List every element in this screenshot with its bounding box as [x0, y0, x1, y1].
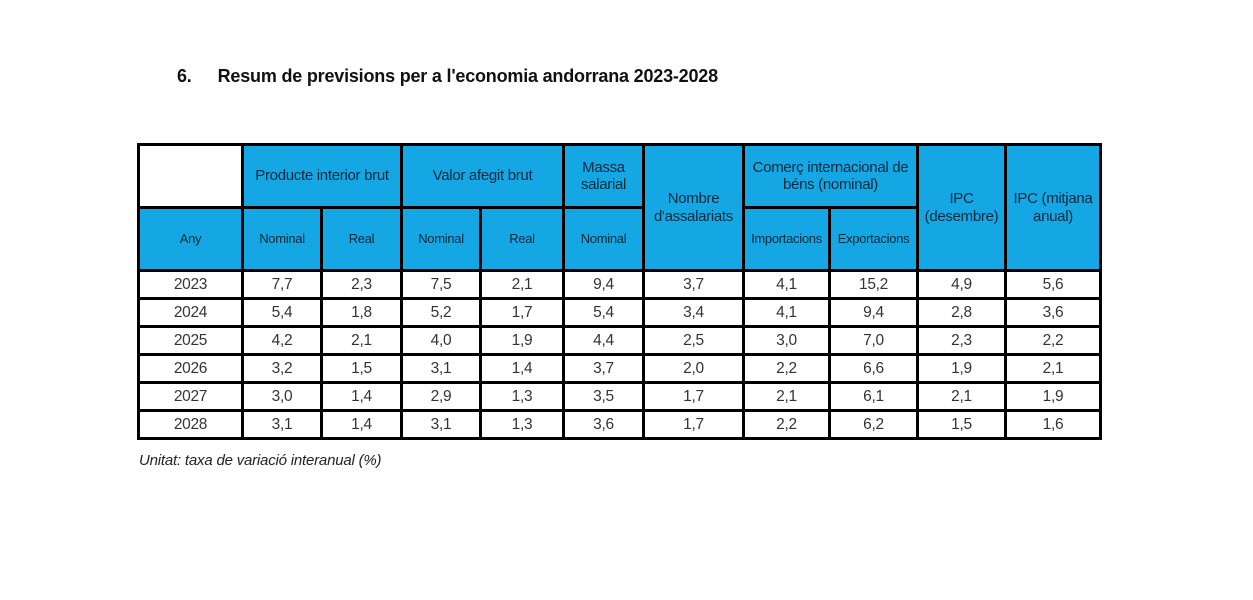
table-footnote: Unitat: taxa de variació interanual (%): [139, 452, 382, 469]
data-cell: 1,9: [916, 353, 1007, 384]
data-cell: 3,6: [562, 409, 645, 440]
col-subheader-exportacions: Exportacions: [828, 206, 919, 272]
year-cell: 2027: [137, 381, 244, 412]
data-cell: 9,4: [562, 269, 645, 300]
section-title: 6. Resum de previsions per a l'economia …: [177, 66, 718, 87]
col-group-pib: Producte interior brut: [241, 143, 403, 209]
year-cell: 2024: [137, 297, 244, 328]
data-cell: 6,6: [828, 353, 919, 384]
forecast-table: Producte interior brut Valor afegit brut…: [137, 143, 1102, 440]
data-cell: 4,9: [916, 269, 1007, 300]
data-cell: 3,0: [241, 381, 323, 412]
data-cell: 2,1: [479, 269, 565, 300]
data-cell: 6,1: [828, 381, 919, 412]
col-subheader-massa-nominal: Nominal: [562, 206, 645, 272]
data-cell: 2,1: [742, 381, 831, 412]
data-cell: 3,1: [400, 353, 482, 384]
data-cell: 3,0: [742, 325, 831, 356]
data-cell: 1,5: [916, 409, 1007, 440]
data-cell: 4,0: [400, 325, 482, 356]
col-subheader-pib-nominal: Nominal: [241, 206, 323, 272]
data-cell: 2,2: [742, 353, 831, 384]
table-row: 2025 4,2 2,1 4,0 1,9 4,4 2,5 3,0 7,0 2,3…: [137, 325, 1102, 356]
data-cell: 3,2: [241, 353, 323, 384]
data-cell: 5,2: [400, 297, 482, 328]
year-cell: 2028: [137, 409, 244, 440]
data-cell: 2,3: [320, 269, 403, 300]
data-cell: 15,2: [828, 269, 919, 300]
col-group-comerc: Comerç internacional de béns (nominal): [742, 143, 919, 209]
data-cell: 4,1: [742, 297, 831, 328]
data-cell: 1,5: [320, 353, 403, 384]
data-cell: 3,5: [562, 381, 645, 412]
data-cell: 7,0: [828, 325, 919, 356]
data-cell: 2,1: [1004, 353, 1102, 384]
col-subheader-vab-real: Real: [479, 206, 565, 272]
data-cell: 9,4: [828, 297, 919, 328]
data-cell: 7,5: [400, 269, 482, 300]
data-cell: 3,6: [1004, 297, 1102, 328]
data-cell: 1,4: [479, 353, 565, 384]
col-group-vab: Valor afegit brut: [400, 143, 565, 209]
year-cell: 2023: [137, 269, 244, 300]
year-cell: 2026: [137, 353, 244, 384]
data-cell: 4,2: [241, 325, 323, 356]
table-row: 2024 5,4 1,8 5,2 1,7 5,4 3,4 4,1 9,4 2,8…: [137, 297, 1102, 328]
data-cell: 3,7: [642, 269, 745, 300]
data-cell: 1,7: [479, 297, 565, 328]
data-cell: 6,2: [828, 409, 919, 440]
data-cell: 2,1: [916, 381, 1007, 412]
data-cell: 5,4: [241, 297, 323, 328]
col-header-any: Any: [137, 206, 244, 272]
data-cell: 3,7: [562, 353, 645, 384]
data-cell: 3,4: [642, 297, 745, 328]
section-title-text: Resum de previsions per a l'economia and…: [217, 66, 719, 86]
table-row: 2027 3,0 1,4 2,9 1,3 3,5 1,7 2,1 6,1 2,1…: [137, 381, 1102, 412]
data-cell: 1,3: [479, 409, 565, 440]
data-cell: 5,4: [562, 297, 645, 328]
data-cell: 2,9: [400, 381, 482, 412]
data-cell: 1,3: [479, 381, 565, 412]
data-cell: 2,0: [642, 353, 745, 384]
corner-spacer: [137, 143, 244, 209]
col-subheader-vab-nominal: Nominal: [400, 206, 482, 272]
table-row: 2023 7,7 2,3 7,5 2,1 9,4 3,7 4,1 15,2 4,…: [137, 269, 1102, 300]
col-subheader-pib-real: Real: [320, 206, 403, 272]
data-cell: 7,7: [241, 269, 323, 300]
data-cell: 3,1: [400, 409, 482, 440]
col-header-ipc-mitjana: IPC (mitjana anual): [1004, 143, 1102, 272]
data-cell: 1,9: [479, 325, 565, 356]
data-cell: 2,2: [1004, 325, 1102, 356]
data-cell: 3,1: [241, 409, 323, 440]
data-cell: 2,1: [320, 325, 403, 356]
data-cell: 1,4: [320, 409, 403, 440]
table-row: 2028 3,1 1,4 3,1 1,3 3,6 1,7 2,2 6,2 1,5…: [137, 409, 1102, 440]
data-cell: 1,6: [1004, 409, 1102, 440]
data-cell: 4,4: [562, 325, 645, 356]
data-cell: 1,4: [320, 381, 403, 412]
data-cell: 2,8: [916, 297, 1007, 328]
data-cell: 2,2: [742, 409, 831, 440]
col-header-ipc-desembre: IPC (desembre): [916, 143, 1007, 272]
data-cell: 1,8: [320, 297, 403, 328]
year-cell: 2025: [137, 325, 244, 356]
data-cell: 1,7: [642, 409, 745, 440]
data-cell: 4,1: [742, 269, 831, 300]
table-row: 2026 3,2 1,5 3,1 1,4 3,7 2,0 2,2 6,6 1,9…: [137, 353, 1102, 384]
data-cell: 1,7: [642, 381, 745, 412]
data-cell: 2,5: [642, 325, 745, 356]
data-cell: 5,6: [1004, 269, 1102, 300]
col-header-nombre: Nombre d'assalariats: [642, 143, 745, 272]
col-subheader-importacions: Importacions: [742, 206, 831, 272]
section-number: 6.: [177, 66, 192, 86]
col-group-massa: Massa salarial: [562, 143, 645, 209]
data-cell: 1,9: [1004, 381, 1102, 412]
data-cell: 2,3: [916, 325, 1007, 356]
